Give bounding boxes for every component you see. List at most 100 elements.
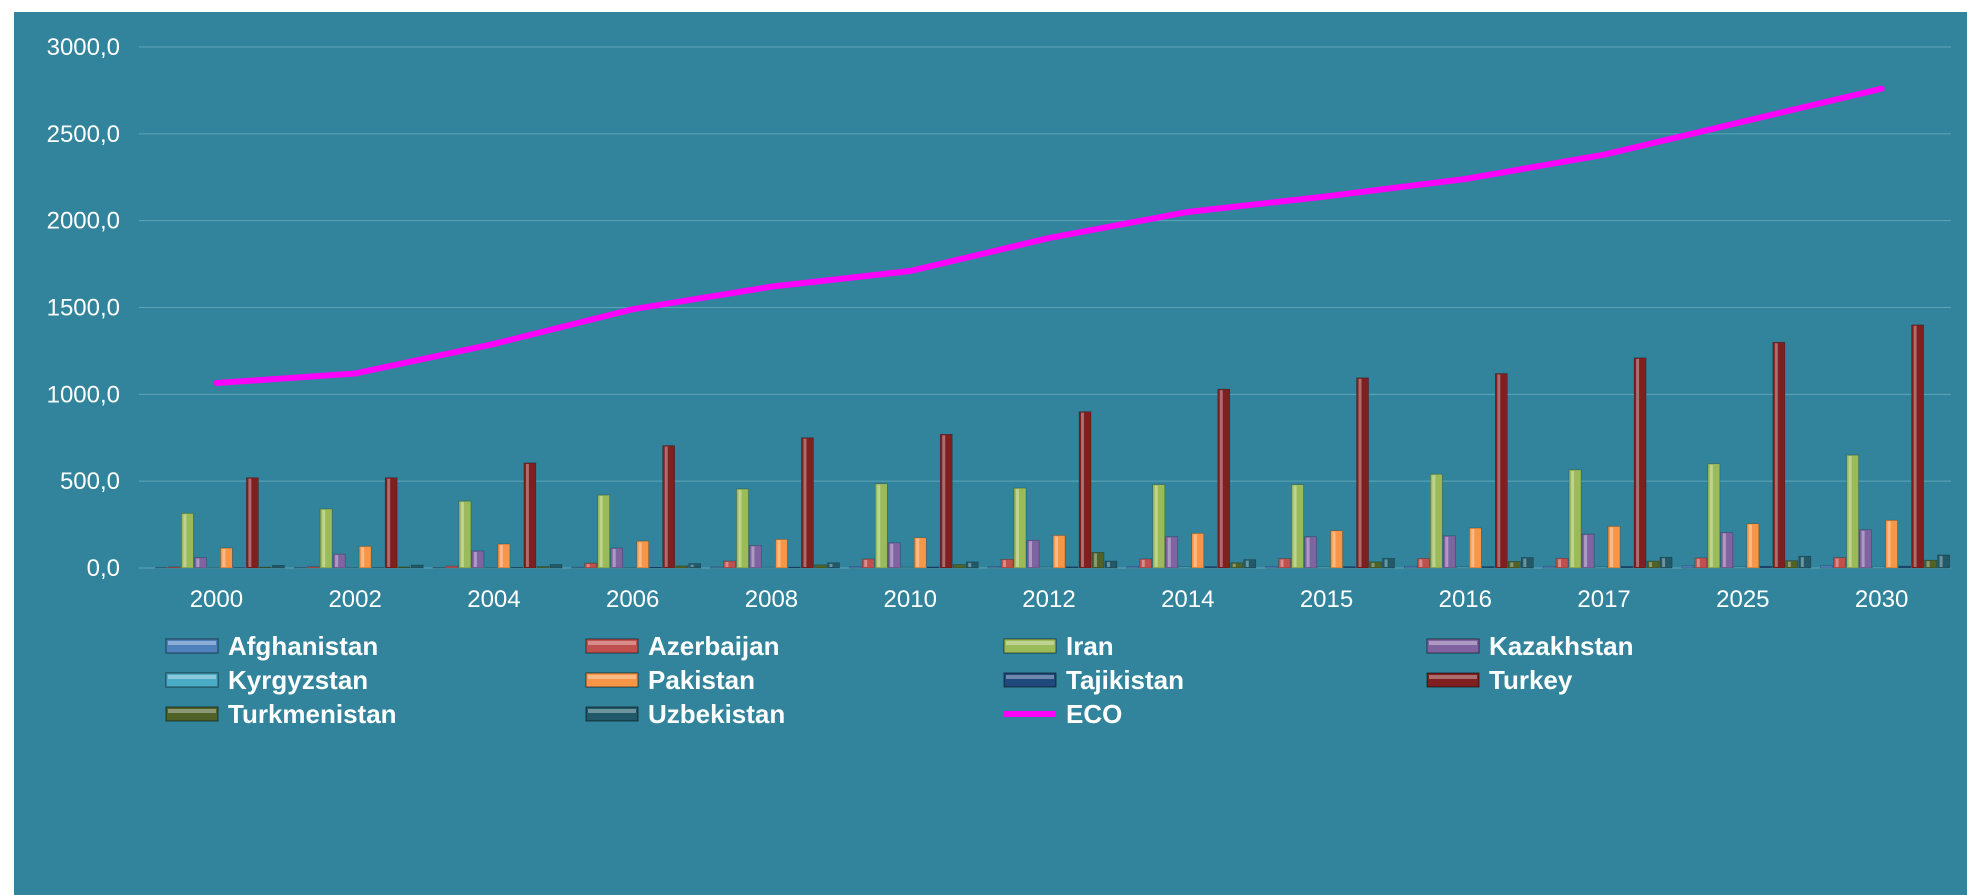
- bar-highlight: [1371, 562, 1375, 567]
- bar-azerbaijan-2025: [1694, 557, 1708, 569]
- bar-highlight: [1003, 560, 1006, 567]
- bar-uzbekistan-2014: [1243, 559, 1257, 569]
- y-tick-label: 1000,0: [47, 381, 120, 408]
- legend-swatch-highlight: [588, 675, 636, 679]
- bar-pakistan-2030: [1885, 519, 1898, 569]
- bar-turkmenistan-2002: [397, 566, 411, 569]
- bar-turkey-2025: [1772, 341, 1786, 569]
- bar-turkmenistan-2006: [675, 565, 688, 569]
- bar-kyrgyzstan-2012: [1039, 566, 1053, 569]
- y-tick-label: 0,0: [87, 555, 120, 582]
- bar-uzbekistan-2004: [549, 564, 563, 569]
- bar-tajikistan-2010: [926, 566, 940, 569]
- bar-highlight: [1861, 530, 1865, 567]
- x-tick-label: 2030: [1855, 586, 1908, 613]
- bar-turkey-2000: [246, 477, 259, 569]
- bar-kazakhstan-2002: [332, 553, 346, 569]
- bar-highlight: [1016, 489, 1019, 567]
- bar-pakistan-2017: [1607, 526, 1621, 569]
- bar-iran-2012: [1013, 487, 1027, 569]
- bar-pakistan-2004: [497, 543, 511, 569]
- legend-swatch-tajikistan: [1003, 672, 1057, 688]
- bar-azerbaijan-2002: [306, 566, 320, 569]
- bar-pakistan-2006: [636, 540, 649, 569]
- bar-highlight: [1245, 560, 1249, 567]
- bar-kazakhstan-2004: [471, 550, 485, 569]
- bar-pakistan-2015: [1330, 530, 1343, 569]
- bar-tajikistan-2006: [649, 567, 662, 569]
- x-tick-label: 2015: [1300, 586, 1353, 613]
- bar-turkey-2017: [1633, 357, 1647, 569]
- bar-highlight: [1571, 470, 1575, 567]
- bar-tajikistan-2016: [1482, 566, 1495, 569]
- bar-highlight: [460, 502, 464, 567]
- y-axis-ticks: 0,0 500,0 1000,0 1500,0 2000,0 2500,0 3000,0: [47, 34, 120, 582]
- bar-highlight: [1887, 521, 1891, 567]
- bar-kazakhstan-2008: [749, 545, 762, 569]
- bar-turkey-2010: [939, 433, 953, 569]
- bar-highlight: [248, 478, 252, 567]
- bar-highlight: [1696, 558, 1700, 567]
- bar-afghanistan-2030: [1820, 565, 1833, 569]
- x-tick-label: 2016: [1439, 586, 1492, 613]
- bar-highlight: [335, 555, 339, 567]
- legend-swatch-highlight: [168, 641, 216, 645]
- bar-turkey-2002: [384, 477, 398, 569]
- legend-label-pakistan: Pakistan: [648, 665, 755, 695]
- bar-highlight: [890, 543, 894, 567]
- bar-tajikistan-2008: [788, 566, 801, 569]
- bar-afghanistan-2008: [710, 566, 723, 569]
- x-tick-label: 2002: [328, 586, 381, 613]
- bar-highlight: [1471, 529, 1475, 567]
- bar-turkey-2008: [801, 437, 814, 569]
- bar-kyrgyzstan-2010: [900, 566, 914, 569]
- bar-highlight: [1154, 485, 1158, 567]
- eco-line: [213, 85, 1885, 387]
- bar-iran-2016: [1430, 473, 1443, 569]
- y-tick-label: 2000,0: [47, 208, 120, 235]
- bar-uzbekistan-2016: [1521, 557, 1534, 569]
- bar-iran-2006: [597, 494, 610, 569]
- bar-highlight: [1219, 390, 1223, 567]
- legend-swatch-highlight: [168, 675, 216, 679]
- bar-highlight: [1029, 541, 1032, 567]
- bar-turkey-2016: [1495, 373, 1508, 569]
- x-tick-label: 2014: [1161, 586, 1214, 613]
- bar-azerbaijan-2016: [1417, 558, 1430, 569]
- bar-turkmenistan-2010: [952, 564, 966, 569]
- bar-iran-2015: [1291, 484, 1304, 569]
- bar-kazakhstan-2025: [1720, 532, 1734, 569]
- bar-uzbekistan-2015: [1382, 558, 1395, 569]
- bar-afghanistan-2012: [987, 566, 1001, 569]
- legend-swatch-highlight: [1429, 641, 1477, 645]
- bar-highlight: [599, 496, 603, 567]
- bar-highlight: [1445, 536, 1449, 567]
- bar-pakistan-2014: [1191, 532, 1205, 569]
- bar-uzbekistan-2006: [688, 563, 701, 569]
- bar-afghanistan-2014: [1126, 566, 1140, 569]
- bar-highlight: [942, 435, 946, 567]
- x-tick-label: 2006: [606, 586, 659, 613]
- bar-pakistan-2016: [1469, 527, 1482, 569]
- chart-svg: 0,0 500,0 1000,0 1500,0 2000,0 2500,0 3000,0 2…: [47, 34, 1951, 729]
- bar-turkmenistan-2012: [1091, 552, 1105, 569]
- bar-afghanistan-2004: [432, 567, 446, 569]
- bar-highlight: [1636, 358, 1640, 567]
- x-tick-label: 2017: [1577, 586, 1630, 613]
- bar-highlight: [1800, 557, 1804, 567]
- bar-highlight: [1913, 325, 1917, 567]
- bar-kyrgyzstan-2008: [762, 566, 775, 569]
- bar-highlight: [1358, 378, 1362, 567]
- legend: Afghanistan Azerbaijan Iran Kazakhstan Kyrgy…: [165, 631, 1634, 729]
- bar-kazakhstan-2030: [1859, 529, 1872, 569]
- bar-highlight: [1523, 558, 1527, 567]
- bar-turkmenistan-2008: [814, 564, 827, 569]
- x-tick-label: 2010: [884, 586, 937, 613]
- bar-turkmenistan-2015: [1369, 561, 1382, 569]
- bar-highlight: [1835, 558, 1839, 567]
- legend-label-tajikistan: Tajikistan: [1066, 665, 1184, 695]
- bar-turkmenistan-2030: [1924, 559, 1937, 569]
- bar-iran-2030: [1846, 454, 1859, 569]
- bar-highlight: [738, 489, 742, 567]
- bar-highlight: [1662, 558, 1666, 567]
